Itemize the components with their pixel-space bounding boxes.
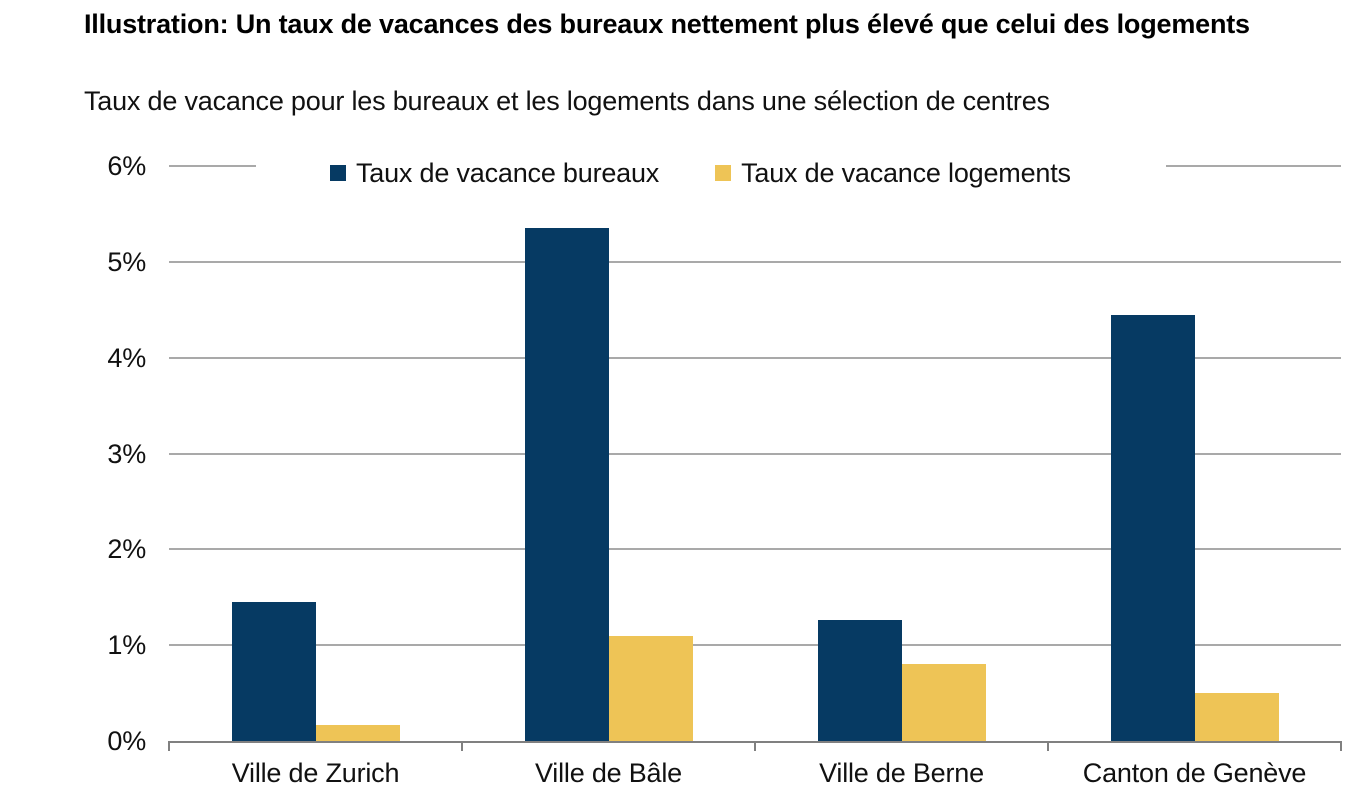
gridline-2pct (169, 548, 1341, 551)
y-axis-label-0pct: 0% (107, 726, 146, 756)
bar-logements-ville-de-zurich (315, 724, 400, 741)
bar-logements-ville-de-berne (901, 664, 986, 741)
bar-bureaux-ville-de-bale (524, 228, 609, 741)
x-axis-tick (754, 743, 756, 751)
y-axis-label-4pct: 4% (107, 342, 146, 373)
chart-subtitle: Taux de vacance pour les bureaux et les … (84, 86, 1050, 116)
bar-logements-ville-de-bale (608, 635, 693, 741)
legend-item-logements: Taux de vacance logements (715, 158, 1071, 189)
y-axis-label-1pct: 1% (107, 630, 146, 661)
bar-bureaux-canton-de-geneve (1110, 314, 1195, 741)
x-axis-label-ville-de-berne: Ville de Berne (819, 758, 984, 788)
legend-swatch-logements-icon (715, 165, 732, 181)
legend-label-logements: Taux de vacance logements (741, 157, 1071, 188)
x-axis-tick (1047, 743, 1049, 751)
gridline-4pct (169, 356, 1341, 359)
y-axis-label-5pct: 5% (107, 246, 146, 277)
chart-title: Illustration: Un taux de vacances des bu… (84, 9, 1250, 39)
x-axis-label-canton-de-geneve: Canton de Genève (1082, 758, 1307, 788)
y-axis-label-3pct: 3% (107, 438, 146, 469)
legend-label-bureaux: Taux de vacance bureaux (356, 157, 660, 188)
bar-bureaux-ville-de-zurich (231, 602, 316, 741)
x-axis-tick (461, 743, 463, 751)
chart-legend: Taux de vacance bureaux Taux de vacance … (256, 150, 1166, 196)
x-axis-line (168, 741, 1342, 743)
y-axis-label-6pct: 6% (107, 151, 146, 181)
legend-item-bureaux: Taux de vacance bureaux (330, 158, 659, 189)
bar-bureaux-ville-de-berne (817, 620, 902, 741)
gridline-5pct (169, 260, 1341, 263)
gridline-3pct (169, 452, 1341, 455)
x-axis-label-ville-de-zurich: Ville de Zurich (231, 758, 400, 788)
x-axis-tick (1340, 743, 1342, 751)
x-axis-tick (168, 743, 170, 751)
y-axis-label-2pct: 2% (107, 534, 146, 565)
x-axis-label-ville-de-bale: Ville de Bâle (534, 758, 682, 788)
gridline-1pct (169, 644, 1341, 647)
bar-logements-canton-de-geneve (1194, 693, 1279, 741)
legend-swatch-bureaux-icon (330, 165, 346, 181)
